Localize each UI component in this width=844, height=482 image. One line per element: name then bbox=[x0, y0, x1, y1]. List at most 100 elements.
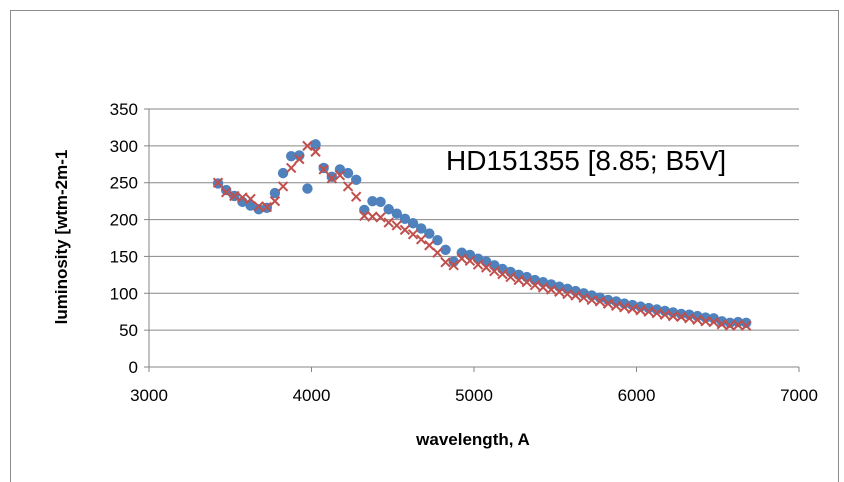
point-circle bbox=[302, 183, 313, 194]
point-cross bbox=[521, 277, 533, 288]
point-circle bbox=[294, 150, 305, 161]
point-circle bbox=[440, 244, 451, 255]
point-cross bbox=[220, 187, 232, 198]
point-cross bbox=[684, 313, 695, 324]
point-circle bbox=[724, 317, 736, 328]
point-cross bbox=[212, 177, 224, 188]
y-tick-label: 50 bbox=[119, 321, 138, 340]
point-circle bbox=[342, 167, 354, 179]
point-cross bbox=[562, 288, 573, 300]
point-cross bbox=[554, 286, 565, 298]
x-tick-labels: 3000 4000 5000 6000 7000 bbox=[130, 386, 818, 405]
point-cross bbox=[318, 164, 329, 175]
x-tick-label: 7000 bbox=[780, 386, 818, 405]
point-cross bbox=[464, 255, 476, 267]
point-circle bbox=[732, 316, 744, 328]
point-cross bbox=[440, 257, 451, 268]
point-cross bbox=[513, 274, 524, 286]
point-cross bbox=[456, 253, 468, 264]
point-cross bbox=[545, 284, 557, 295]
point-cross bbox=[627, 303, 638, 314]
point-circle bbox=[383, 204, 394, 215]
point-cross bbox=[448, 260, 459, 271]
point-circle bbox=[448, 256, 459, 267]
point-circle bbox=[667, 307, 679, 318]
point-circle bbox=[692, 310, 703, 322]
point-cross bbox=[740, 320, 752, 331]
point-cross bbox=[619, 302, 630, 313]
chart-annotation: HD151355 [8.85; B5V] bbox=[446, 145, 726, 176]
point-cross bbox=[383, 217, 394, 228]
point-cross bbox=[716, 319, 728, 330]
y-tick-label: 0 bbox=[129, 358, 138, 377]
point-circle bbox=[643, 302, 654, 314]
point-cross bbox=[594, 296, 606, 307]
point-circle bbox=[245, 200, 256, 211]
point-cross bbox=[375, 212, 386, 223]
x-tick-label: 6000 bbox=[618, 386, 656, 405]
point-circle bbox=[619, 298, 630, 309]
point-cross bbox=[334, 170, 346, 181]
point-circle bbox=[651, 304, 663, 315]
point-cross bbox=[472, 259, 484, 270]
point-circle bbox=[659, 305, 671, 317]
point-cross bbox=[602, 298, 614, 309]
point-cross bbox=[570, 290, 581, 301]
point-cross bbox=[489, 265, 500, 277]
point-circle bbox=[594, 292, 606, 303]
point-cross bbox=[229, 190, 240, 202]
point-circle bbox=[399, 213, 411, 225]
point-circle bbox=[627, 299, 638, 311]
point-cross bbox=[285, 162, 297, 174]
point-circle bbox=[310, 139, 321, 150]
point-cross bbox=[326, 173, 338, 184]
point-circle bbox=[326, 171, 338, 183]
point-cross bbox=[277, 181, 289, 192]
x-tick-label: 4000 bbox=[293, 386, 331, 405]
point-circle bbox=[684, 309, 695, 320]
y-tick-label: 200 bbox=[110, 211, 138, 230]
point-cross bbox=[432, 247, 443, 258]
point-cross bbox=[342, 181, 354, 192]
data-points bbox=[212, 139, 752, 331]
point-cross bbox=[651, 307, 663, 319]
point-cross bbox=[237, 192, 248, 203]
chart-frame bbox=[10, 10, 839, 482]
point-cross bbox=[659, 309, 671, 320]
point-cross bbox=[415, 234, 427, 245]
point-cross bbox=[350, 191, 362, 202]
point-circle bbox=[700, 312, 711, 323]
x-tick-label: 5000 bbox=[455, 386, 493, 405]
point-circle bbox=[285, 150, 297, 162]
point-circle bbox=[635, 301, 646, 312]
point-circle bbox=[350, 174, 362, 185]
axes bbox=[144, 108, 800, 372]
point-cross bbox=[586, 294, 598, 306]
y-tick-label: 100 bbox=[110, 284, 138, 303]
y-tick-labels: 0 50 100 150 200 250 300 350 bbox=[110, 100, 138, 377]
point-cross bbox=[245, 193, 256, 205]
y-tick-label: 250 bbox=[110, 174, 138, 193]
y-tick-label: 150 bbox=[110, 247, 138, 266]
point-cross bbox=[269, 195, 281, 207]
point-cross bbox=[537, 282, 549, 293]
point-circle bbox=[407, 218, 419, 229]
point-circle bbox=[277, 167, 289, 179]
point-cross bbox=[708, 316, 719, 328]
y-axis-title: luminosity [wtm-2m-1 bbox=[52, 150, 71, 325]
point-circle bbox=[253, 204, 264, 215]
point-circle bbox=[415, 223, 427, 234]
point-cross bbox=[578, 292, 589, 303]
point-cross bbox=[675, 311, 687, 323]
point-cross bbox=[529, 279, 541, 291]
gridlines bbox=[149, 108, 799, 331]
point-cross bbox=[399, 224, 411, 236]
point-cross bbox=[294, 153, 305, 165]
point-cross bbox=[302, 140, 313, 152]
point-cross bbox=[505, 271, 516, 283]
x-axis-title: wavelength, A bbox=[415, 430, 530, 449]
point-circle bbox=[675, 308, 687, 320]
point-cross bbox=[391, 220, 403, 231]
point-circle bbox=[367, 195, 378, 207]
